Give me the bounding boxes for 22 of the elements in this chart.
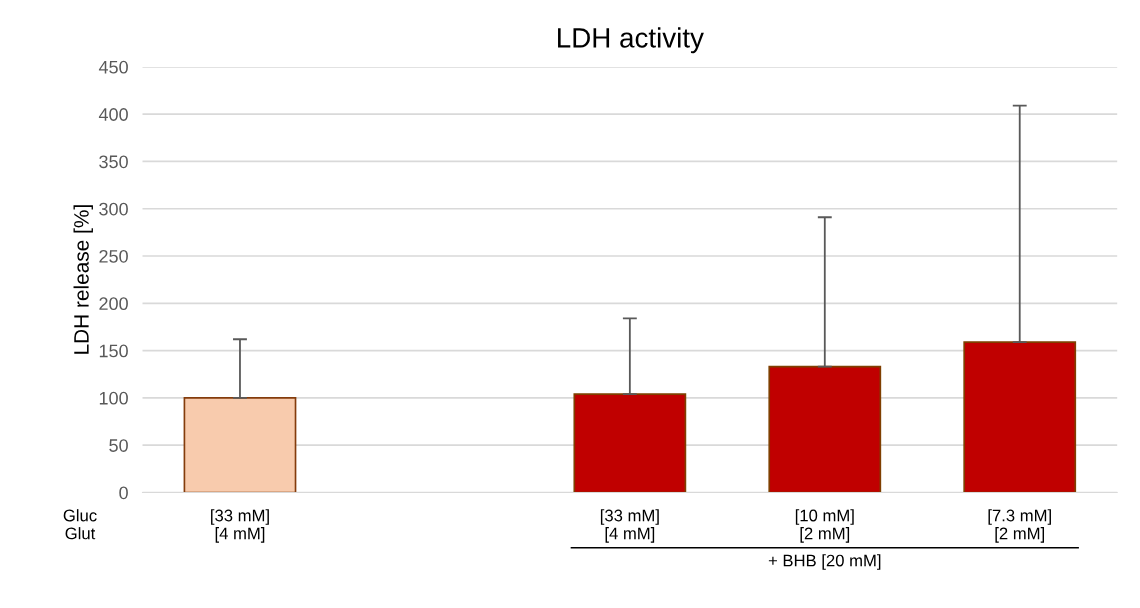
bar <box>768 365 882 493</box>
chart-title: LDH activity <box>558 27 704 54</box>
x-tick-label: [33 mM] [4 mM] <box>600 509 659 543</box>
y-tick-label: 400 <box>98 108 128 121</box>
y-tick-label: 50 <box>109 439 128 452</box>
x-tick-label: [10 mM] [2 mM] <box>795 509 854 543</box>
text: Gluc Glut <box>63 509 97 540</box>
y-tick-label: 150 <box>99 344 128 358</box>
x-tick-label: [33 mM] [4 mM] <box>211 509 269 543</box>
bar <box>963 341 1077 493</box>
x-tick-label: [7.3 mM] [2 mM] <box>988 509 1051 543</box>
y-tick-label: 250 <box>99 249 128 263</box>
y-axis-title: LDH release [%] <box>73 205 93 354</box>
text: + BHB [20 mM] <box>768 554 881 570</box>
bar <box>573 393 687 493</box>
y-tick-label: 0 <box>119 486 128 500</box>
y-tick-label: 200 <box>99 297 128 311</box>
bar <box>183 397 297 493</box>
y-tick-label: 450 <box>98 60 128 74</box>
y-tick-label: 300 <box>99 202 128 216</box>
y-tick-label: 100 <box>99 391 128 405</box>
y-tick-label: 350 <box>99 155 128 169</box>
